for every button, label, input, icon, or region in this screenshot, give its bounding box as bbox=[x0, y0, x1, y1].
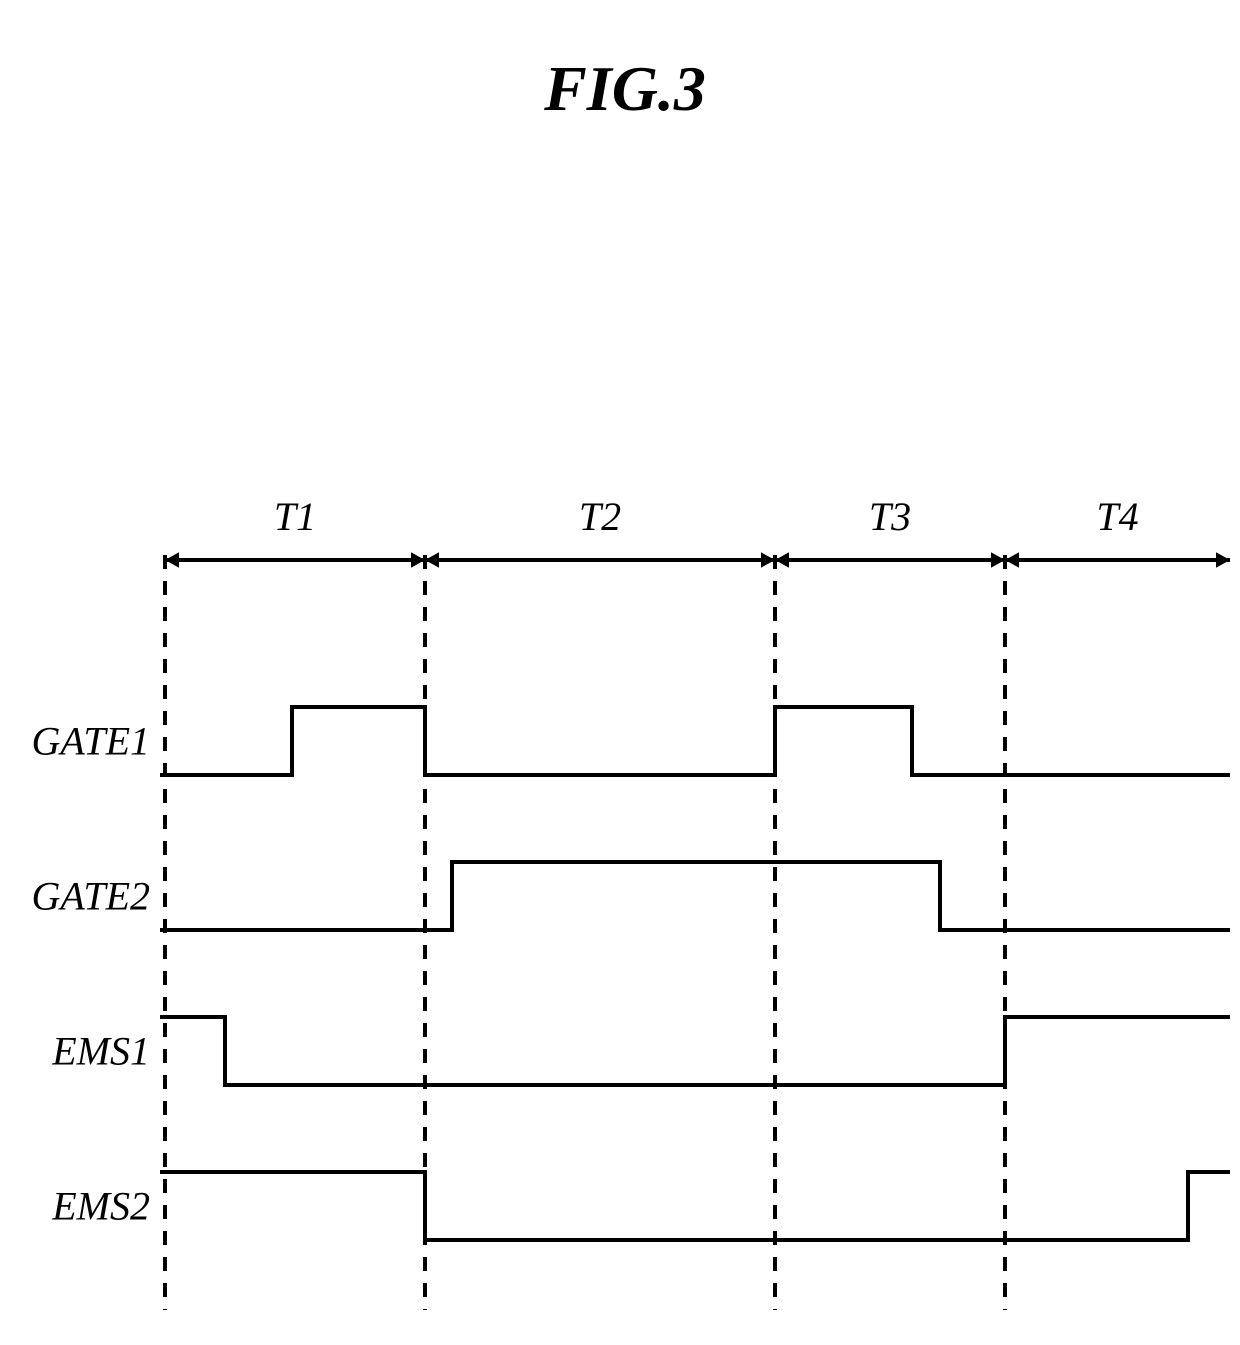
figure-title: FIG.3 bbox=[543, 53, 706, 124]
period-arrow-left bbox=[775, 552, 789, 567]
period-arrow-right bbox=[1216, 552, 1230, 567]
period-arrow-right bbox=[761, 552, 775, 567]
signal-waveform bbox=[160, 1017, 1230, 1085]
signal-label: GATE2 bbox=[31, 873, 150, 918]
period-label: T3 bbox=[869, 494, 911, 539]
signal-label: EMS2 bbox=[51, 1183, 150, 1228]
signal-label: GATE1 bbox=[31, 718, 150, 763]
signal-waveform bbox=[160, 862, 1230, 930]
period-arrow-left bbox=[1005, 552, 1019, 567]
period-arrow-right bbox=[991, 552, 1005, 567]
signal-waveform bbox=[160, 707, 1230, 775]
signal-label: EMS1 bbox=[51, 1028, 150, 1073]
period-label: T4 bbox=[1096, 494, 1138, 539]
period-arrow-left bbox=[165, 552, 179, 567]
period-label: T1 bbox=[274, 494, 316, 539]
signal-waveform bbox=[160, 1172, 1230, 1240]
period-arrow-right bbox=[411, 552, 425, 567]
period-arrow-left bbox=[425, 552, 439, 567]
period-label: T2 bbox=[579, 494, 621, 539]
